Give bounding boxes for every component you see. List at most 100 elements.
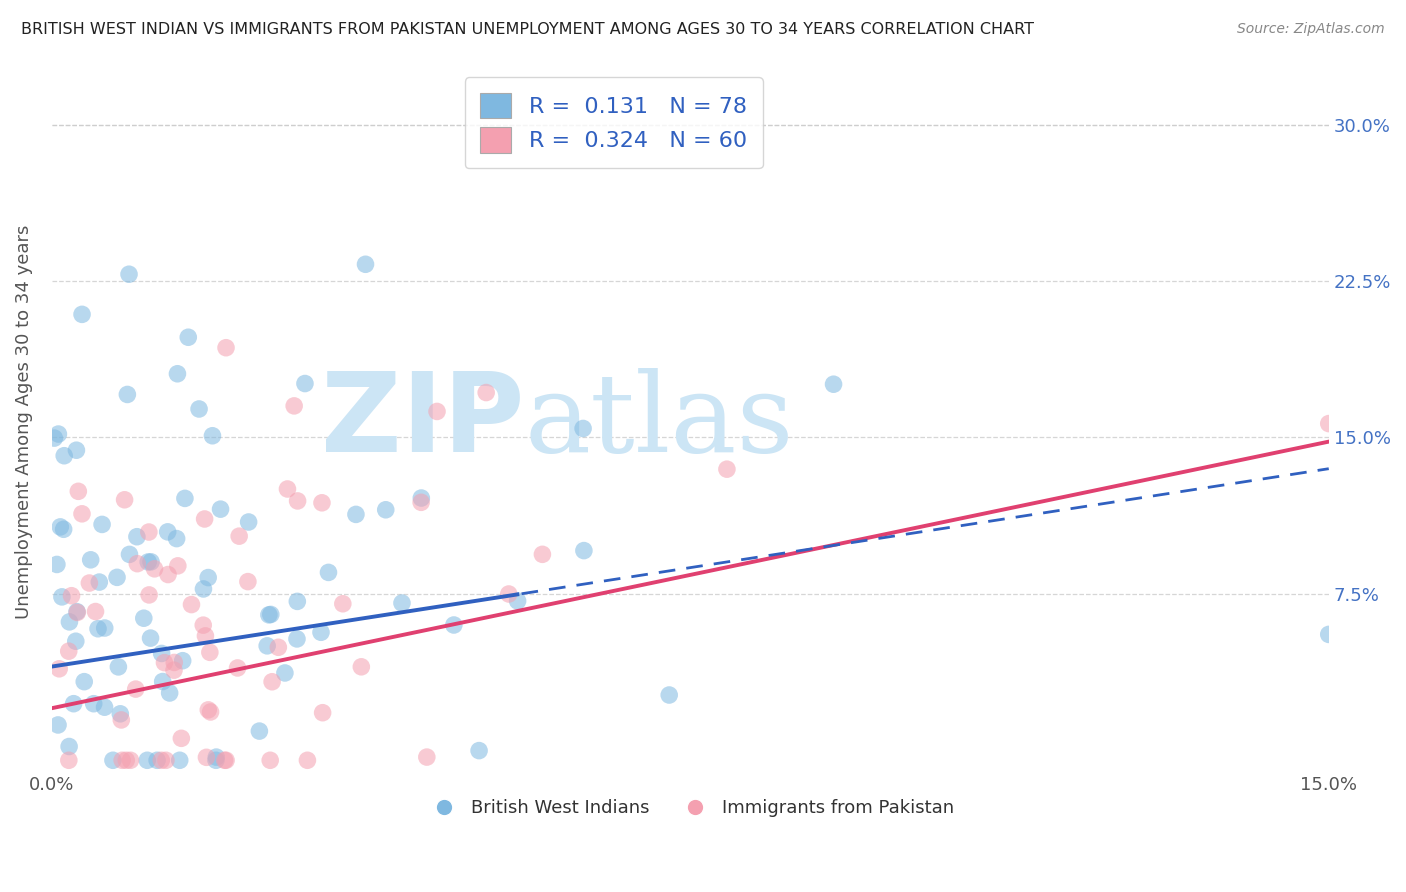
Point	[48, 662, 70, 676]
Point	[195, 750, 218, 764]
Point	[117, 387, 139, 401]
Point	[70, 507, 93, 521]
Point	[716, 462, 738, 476]
Point	[443, 618, 465, 632]
Point	[73, 674, 96, 689]
Point	[572, 543, 595, 558]
Point	[180, 598, 202, 612]
Point	[236, 574, 259, 589]
Point	[138, 524, 160, 539]
Point	[297, 753, 319, 767]
Point	[287, 494, 309, 508]
Point	[285, 632, 308, 646]
Point	[311, 706, 333, 720]
Point	[531, 547, 554, 561]
Point	[344, 508, 367, 522]
Point	[506, 594, 529, 608]
Point	[166, 532, 188, 546]
Point	[66, 606, 89, 620]
Point	[105, 570, 128, 584]
Point	[110, 713, 132, 727]
Point	[350, 660, 373, 674]
Point	[60, 589, 83, 603]
Point	[49, 520, 72, 534]
Point	[228, 529, 250, 543]
Point	[166, 558, 188, 573]
Point	[200, 705, 222, 719]
Point	[267, 640, 290, 655]
Point	[172, 654, 194, 668]
Point	[257, 607, 280, 622]
Point	[139, 631, 162, 645]
Point	[152, 674, 174, 689]
Point	[45, 558, 67, 572]
Point	[177, 330, 200, 344]
Point	[80, 553, 103, 567]
Point	[58, 615, 80, 629]
Y-axis label: Unemployment Among Ages 30 to 34 years: Unemployment Among Ages 30 to 34 years	[15, 225, 32, 619]
Point	[132, 611, 155, 625]
Point	[197, 703, 219, 717]
Point	[215, 341, 238, 355]
Text: Source: ZipAtlas.com: Source: ZipAtlas.com	[1237, 22, 1385, 37]
Point	[83, 697, 105, 711]
Point	[52, 522, 75, 536]
Point	[572, 421, 595, 435]
Point	[416, 750, 439, 764]
Point	[51, 590, 73, 604]
Point	[58, 644, 80, 658]
Point	[125, 530, 148, 544]
Point	[391, 596, 413, 610]
Point	[125, 682, 148, 697]
Point	[311, 496, 333, 510]
Point	[214, 753, 236, 767]
Point	[48, 427, 70, 442]
Point	[309, 625, 332, 640]
Point	[87, 622, 110, 636]
Point	[468, 743, 491, 757]
Point	[159, 686, 181, 700]
Point	[153, 656, 176, 670]
Point	[150, 753, 173, 767]
Point	[332, 597, 354, 611]
Point	[118, 267, 141, 281]
Point	[354, 257, 377, 271]
Point	[374, 502, 396, 516]
Point	[1317, 417, 1340, 431]
Point	[65, 634, 87, 648]
Point	[111, 753, 134, 767]
Point	[260, 607, 283, 622]
Point	[166, 367, 188, 381]
Point	[139, 555, 162, 569]
Point	[283, 399, 305, 413]
Point	[136, 753, 159, 767]
Point	[157, 567, 180, 582]
Point	[120, 753, 142, 767]
Point	[194, 512, 217, 526]
Point	[136, 555, 159, 569]
Point	[209, 502, 232, 516]
Point	[318, 566, 340, 580]
Point	[146, 753, 169, 767]
Point	[93, 700, 115, 714]
Point	[67, 484, 90, 499]
Point	[411, 495, 433, 509]
Point	[127, 557, 149, 571]
Point	[115, 753, 138, 767]
Point	[205, 753, 228, 767]
Point	[70, 307, 93, 321]
Point	[226, 661, 249, 675]
Point	[93, 621, 115, 635]
Point	[65, 443, 87, 458]
Point	[238, 515, 260, 529]
Point	[259, 753, 281, 767]
Point	[247, 724, 270, 739]
Point	[201, 429, 224, 443]
Point	[107, 660, 129, 674]
Point	[188, 401, 211, 416]
Point	[498, 587, 520, 601]
Point	[118, 548, 141, 562]
Text: ZIP: ZIP	[321, 368, 524, 475]
Point	[194, 629, 217, 643]
Point	[155, 753, 177, 767]
